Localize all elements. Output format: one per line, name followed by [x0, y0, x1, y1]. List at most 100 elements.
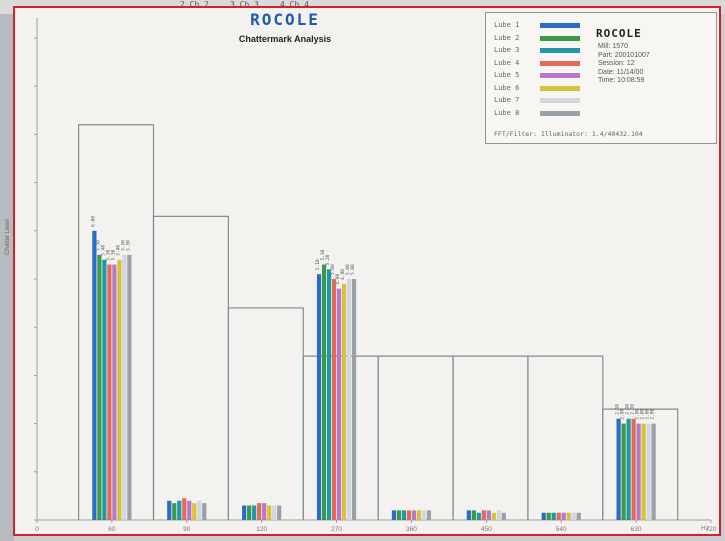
bar — [202, 503, 207, 520]
bar — [321, 264, 327, 520]
x-tick-label: 0 — [35, 526, 39, 533]
data-label: 2.00 — [650, 408, 656, 419]
data-label: 2.00 — [640, 408, 646, 419]
chart-plot: 6.005.50 5.40 5.30 5.30 5.40 5.50 5.505.105.30… — [34, 18, 717, 533]
bar — [242, 505, 247, 520]
bar — [326, 269, 332, 520]
data-label: 5.50 — [95, 240, 101, 251]
data-label: 2.00 — [620, 408, 626, 419]
bar — [566, 512, 571, 520]
legend-swatch — [540, 98, 580, 103]
top-strip-text: 3 Ch 3 — [230, 0, 259, 9]
y-axis-label: Chatter Level — [5, 219, 11, 255]
top-strip-text: 2 Ch 2 — [180, 0, 209, 9]
bar — [182, 498, 187, 520]
legend-swatch — [540, 110, 580, 116]
bar — [192, 503, 197, 520]
x-tick-label: 270 — [331, 526, 342, 533]
bar — [262, 503, 267, 520]
bar — [341, 283, 347, 520]
legend-label: Lube 3 — [494, 46, 520, 54]
bar — [257, 503, 262, 520]
data-label: 5.40 — [100, 245, 106, 256]
bar — [421, 510, 427, 520]
data-label: 2.10 — [615, 404, 621, 415]
bar — [416, 510, 422, 520]
legend-swatch — [540, 35, 580, 41]
data-label: 5.00 — [350, 264, 356, 275]
data-label: 5.00 — [330, 264, 336, 275]
legend-brand: ROCOLE — [596, 27, 642, 40]
data-label: 2.00 — [635, 408, 641, 419]
bar — [571, 512, 576, 520]
envelope-box — [377, 355, 454, 520]
envelope-box — [452, 355, 529, 520]
bar — [401, 510, 407, 520]
bar — [541, 512, 546, 520]
bar — [651, 423, 656, 520]
data-label: 4.80 — [335, 274, 341, 285]
data-label: 5.50 — [125, 240, 131, 251]
bar — [481, 510, 486, 520]
bar — [561, 512, 566, 520]
data-label: 2.10 — [625, 404, 631, 415]
bar — [426, 510, 432, 520]
bar — [102, 259, 107, 520]
data-label: 5.30 — [110, 249, 116, 260]
bar — [616, 418, 621, 520]
bar — [471, 510, 476, 520]
bar — [411, 510, 417, 520]
legend-swatch — [540, 48, 580, 53]
bar — [491, 512, 496, 520]
data-label: 5.20 — [325, 254, 331, 265]
bar — [112, 264, 117, 520]
legend-swatch — [540, 60, 580, 66]
bar — [177, 500, 182, 520]
data-label: 4.90 — [340, 269, 346, 280]
legend-label: Lube 5 — [494, 71, 520, 79]
legend-label: Lube 2 — [494, 33, 520, 42]
x-tick-label: 450 — [481, 526, 492, 533]
bar — [97, 254, 102, 520]
legend-label: Lube 7 — [494, 96, 520, 104]
bar — [501, 512, 506, 520]
bar — [406, 510, 412, 520]
bar — [122, 254, 127, 520]
data-label: 6.00 — [90, 216, 96, 227]
bar — [316, 274, 322, 520]
info-line: Mill: 1570 — [598, 43, 628, 50]
x-tick-label: 540 — [556, 526, 567, 533]
bar — [576, 512, 581, 520]
bar — [391, 510, 397, 520]
data-label: 5.40 — [115, 245, 121, 256]
x-tick-label: 90 — [183, 526, 191, 533]
legend-footer: FFT/Filter: Illuminator: 1.4/40432.104 — [494, 130, 643, 138]
bar — [167, 500, 172, 520]
data-label: 5.30 — [320, 249, 326, 260]
bar — [476, 512, 481, 520]
bar — [331, 279, 337, 520]
bar — [346, 279, 352, 520]
bar — [646, 423, 651, 520]
data-label: 5.10 — [315, 259, 321, 270]
envelope-box — [152, 215, 229, 520]
legend-label: Lube 4 — [494, 58, 520, 67]
bar — [396, 510, 402, 520]
brand-logo: ROCOLE — [250, 10, 320, 29]
info-line: Date: 11/14/00 — [598, 68, 644, 76]
bar — [252, 505, 257, 520]
legend-label: Lube 8 — [494, 108, 520, 117]
bar — [197, 500, 202, 520]
bar — [621, 423, 626, 520]
info-line: Session: 12 — [598, 60, 635, 68]
data-label: 2.00 — [645, 408, 651, 419]
bar — [247, 505, 252, 520]
bar — [631, 418, 636, 520]
top-strip-text: 4 Ch 4 — [280, 0, 309, 9]
legend-label: Lube 1 — [494, 21, 520, 29]
bar — [117, 259, 122, 520]
bar — [626, 418, 631, 520]
bar — [172, 503, 177, 520]
bar — [546, 512, 551, 520]
data-label: 5.00 — [345, 264, 351, 275]
